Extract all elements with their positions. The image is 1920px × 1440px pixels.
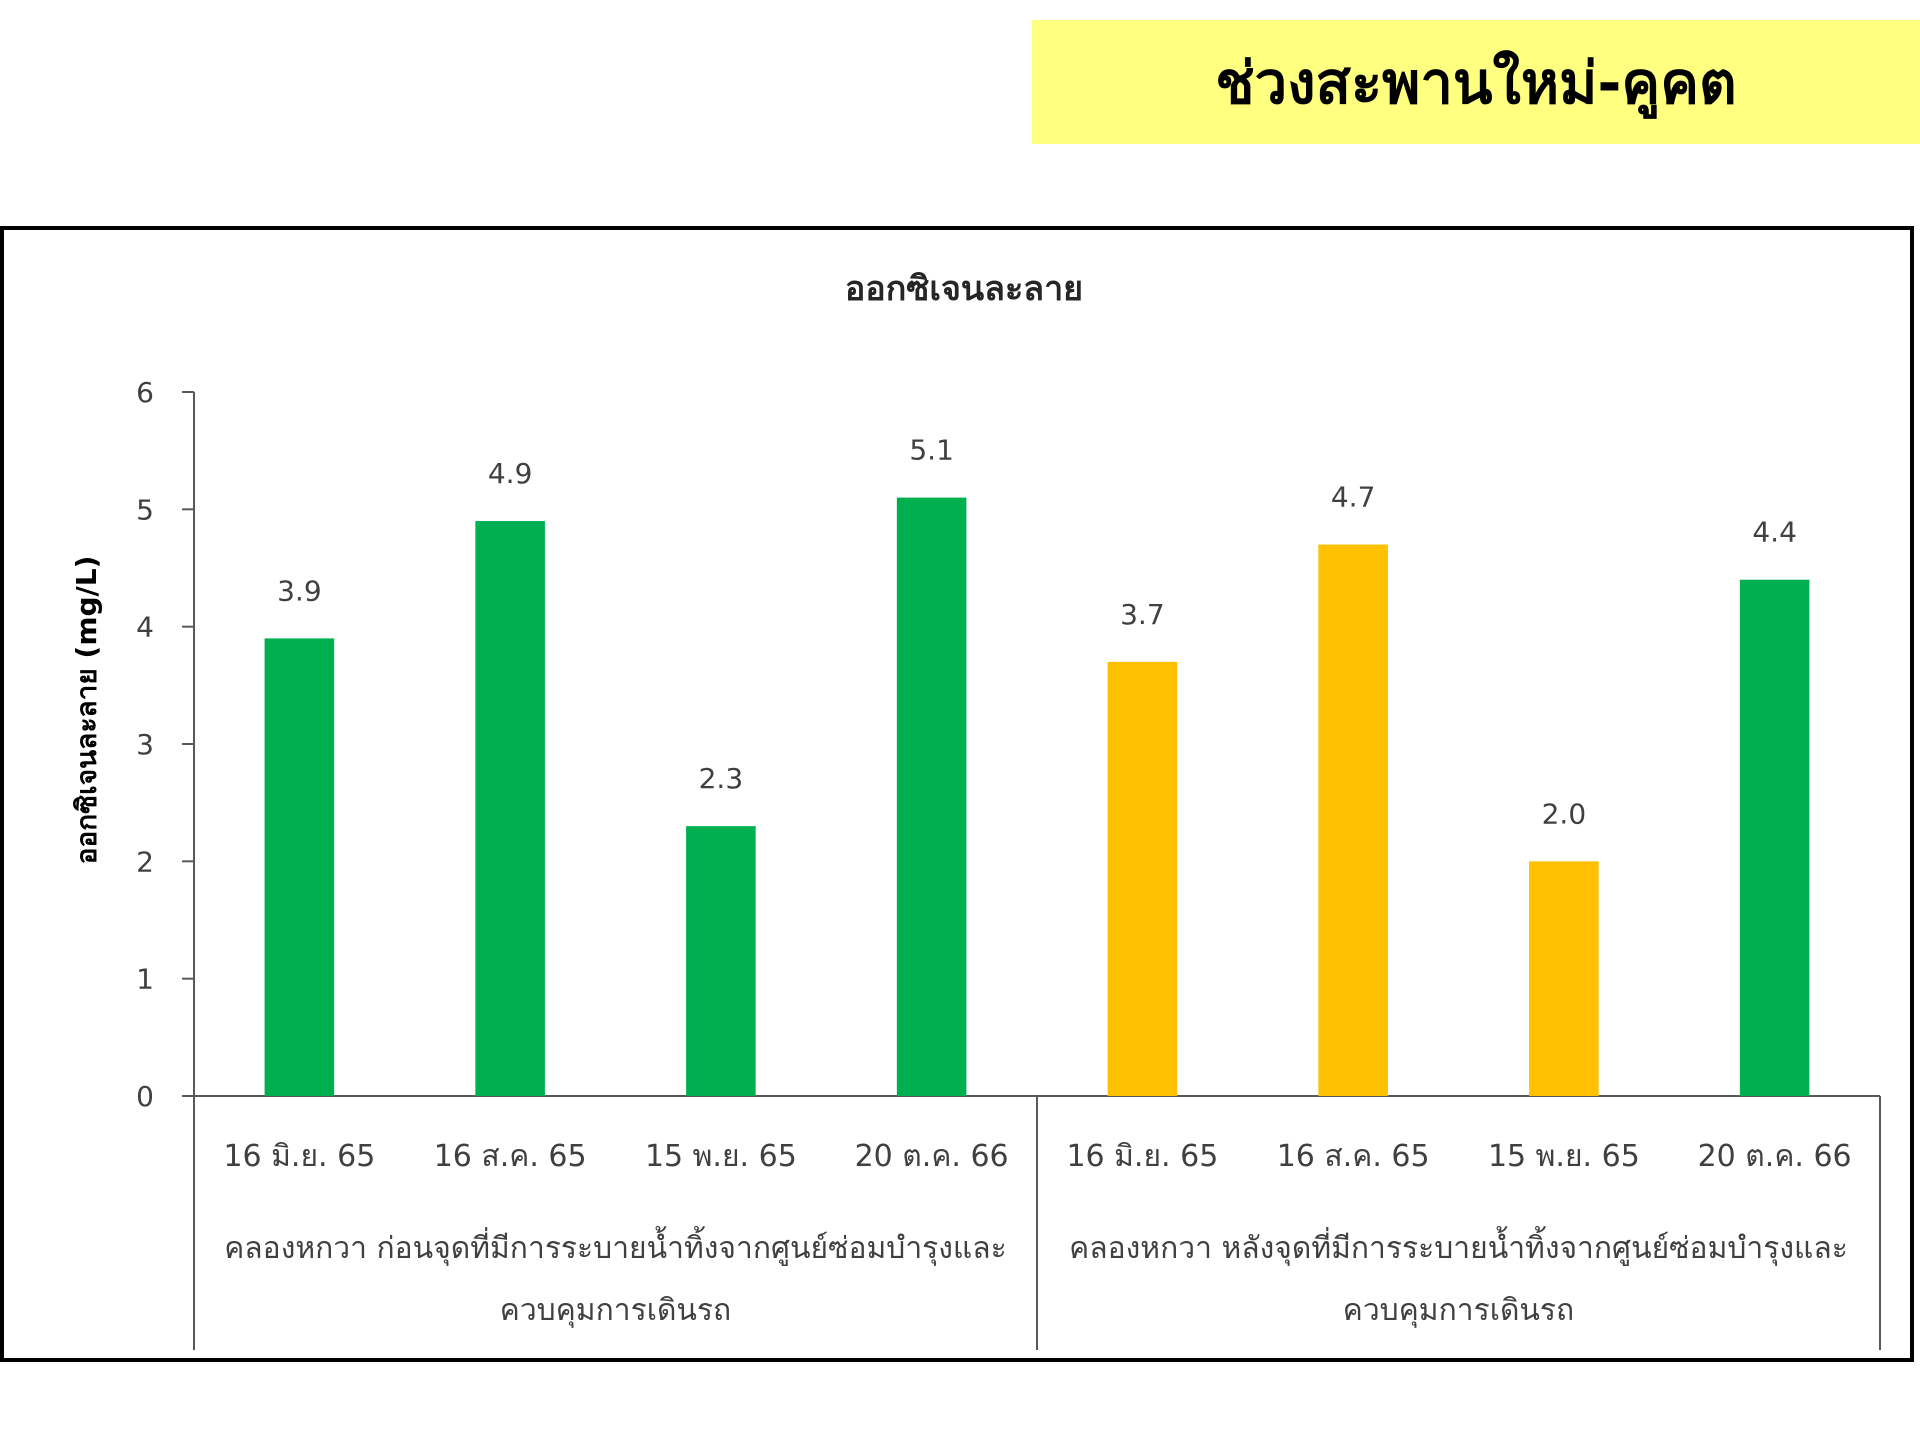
data-label: 4.9 xyxy=(488,457,533,490)
data-label: 5.1 xyxy=(909,434,954,467)
bar xyxy=(264,638,335,1096)
group-label: ควบคุมการเดินรถ xyxy=(500,1293,731,1329)
y-tick-label: 4 xyxy=(136,611,154,644)
x-tick-label: 16 มิ.ย. 65 xyxy=(223,1139,375,1174)
data-label: 4.7 xyxy=(1331,481,1376,514)
bar xyxy=(475,521,545,1096)
chart-frame: ออกซิเจนละลาย ออกซิเจนละลาย (mg/L) 0 1 2 3 4… xyxy=(0,226,1914,1362)
y-tick-label: 2 xyxy=(136,845,154,878)
group-label: คลองหกวา หลังจุดที่มีการระบายน้ำทิ้งจากศ… xyxy=(1069,1226,1848,1267)
x-tick-label: 16 ส.ค. 65 xyxy=(1277,1139,1430,1174)
bar xyxy=(1739,579,1810,1096)
data-label: 4.4 xyxy=(1752,516,1797,549)
x-tick-label: 15 พ.ย. 65 xyxy=(1488,1139,1640,1174)
group-label: คลองหกวา ก่อนจุดที่มีการระบายน้ำทิ้งจากศ… xyxy=(224,1226,1007,1267)
group-label: ควบคุมการเดินรถ xyxy=(1343,1293,1574,1329)
page-title: ช่วงสะพานใหม่-คูคต xyxy=(1215,48,1737,117)
header-banner: ช่วงสะพานใหม่-คูคต xyxy=(1032,20,1920,144)
bar xyxy=(1107,661,1178,1096)
x-tick-label: 20 ต.ค. 66 xyxy=(855,1139,1009,1174)
chart-title: ออกซิเจนละลาย xyxy=(845,269,1083,309)
bar xyxy=(1318,544,1388,1096)
plot-area: 0 1 2 3 4 5 6 3.9 16 มิ.ย. 65 4.9 16 ส.ค. 65 2.3 15 … xyxy=(136,376,1881,1350)
y-tick-label: 5 xyxy=(136,493,154,526)
bar-chart: ออกซิเจนละลาย ออกซิเจนละลาย (mg/L) 0 1 2 3 4… xyxy=(70,269,1881,1350)
bar xyxy=(686,826,756,1096)
y-tick-label: 0 xyxy=(136,1080,154,1113)
x-tick-label: 16 มิ.ย. 65 xyxy=(1066,1139,1218,1174)
x-tick-label: 20 ต.ค. 66 xyxy=(1698,1139,1852,1174)
y-tick-label: 6 xyxy=(136,376,154,409)
bar xyxy=(1529,861,1599,1096)
x-tick-label: 15 พ.ย. 65 xyxy=(645,1139,797,1174)
y-tick-label: 1 xyxy=(136,963,154,996)
data-label: 2.3 xyxy=(699,762,744,795)
bar xyxy=(896,497,967,1097)
data-label: 3.9 xyxy=(277,574,322,607)
y-tick-label: 3 xyxy=(136,728,154,761)
x-tick-label: 16 ส.ค. 65 xyxy=(434,1139,587,1174)
data-label: 2.0 xyxy=(1542,797,1587,830)
data-label: 3.7 xyxy=(1120,598,1165,631)
y-axis-title: ออกซิเจนละลาย (mg/L) xyxy=(70,556,103,865)
